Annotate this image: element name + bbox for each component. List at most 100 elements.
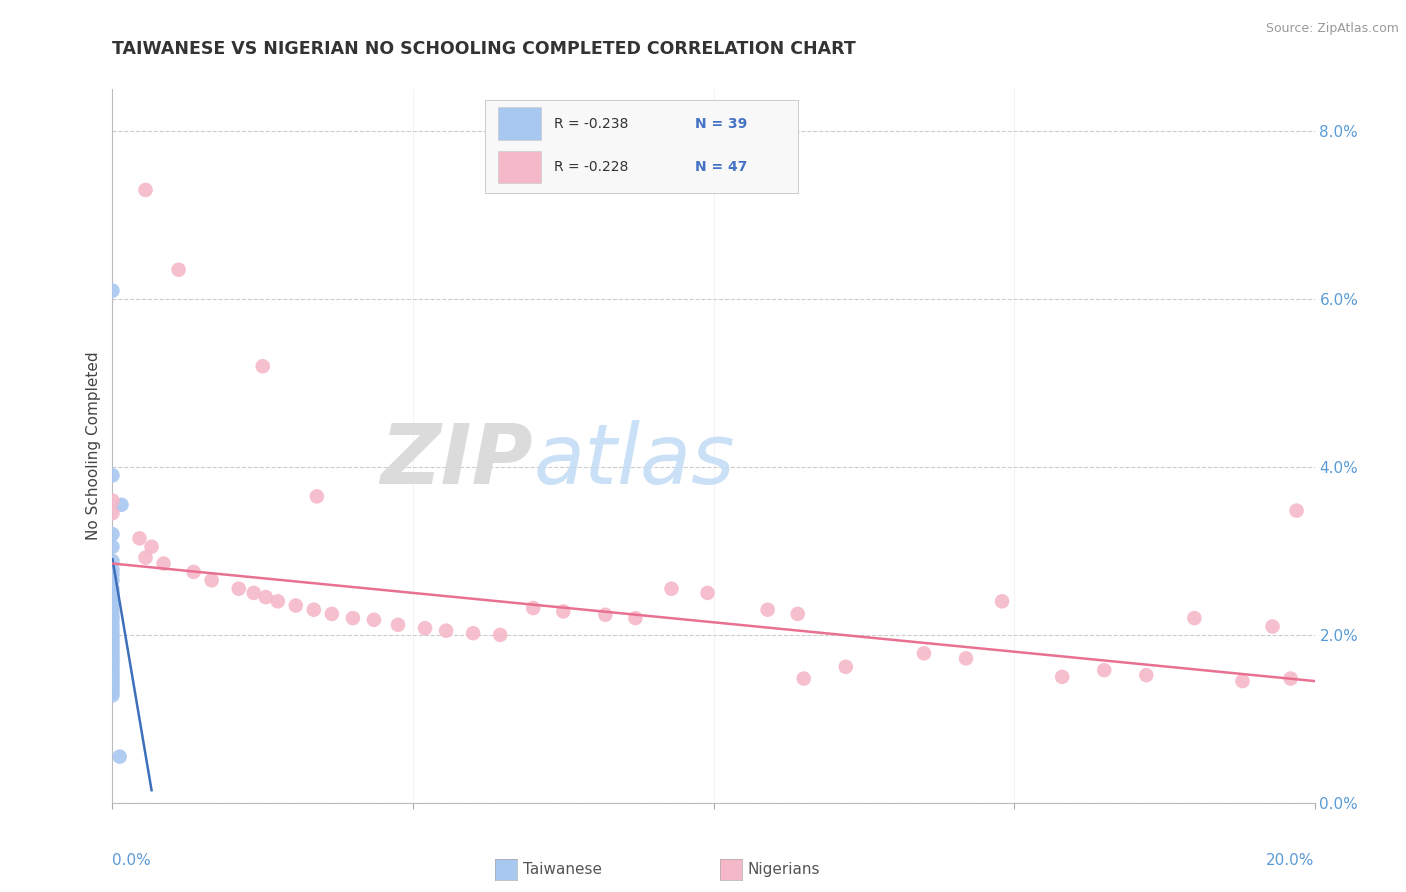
Text: TAIWANESE VS NIGERIAN NO SCHOOLING COMPLETED CORRELATION CHART: TAIWANESE VS NIGERIAN NO SCHOOLING COMPL… [112,40,856,58]
Point [267,594,290,608]
Point [242,586,264,600]
Point [101,689,124,703]
Text: atlas: atlas [533,420,735,500]
Point [101,626,124,640]
Point [321,607,343,621]
Point [553,604,575,618]
Text: Source: ZipAtlas.com: Source: ZipAtlas.com [1265,22,1399,36]
Text: N = 47: N = 47 [695,161,747,174]
Point [387,617,409,632]
Point [101,672,124,686]
Point [342,611,364,625]
Point [128,532,150,546]
Point [101,641,124,656]
Point [786,607,808,621]
Point [135,550,157,565]
Point [252,359,274,374]
Point [1092,663,1115,677]
Point [110,498,132,512]
Point [101,599,124,613]
Text: R = -0.238: R = -0.238 [554,117,628,130]
Point [152,557,174,571]
Text: R = -0.228: R = -0.228 [554,161,628,174]
Point [101,527,124,541]
Point [101,661,124,675]
Point [101,634,124,648]
Point [108,749,131,764]
Point [955,651,977,665]
Point [1261,619,1284,633]
Point [101,284,124,298]
Point [101,604,124,618]
Point [991,594,1014,608]
Point [101,651,124,665]
Point [101,674,124,689]
Point [1050,670,1073,684]
Point [1232,674,1254,689]
Point [101,685,124,699]
Text: 0.0%: 0.0% [112,853,152,868]
Point [305,489,328,503]
Point [141,540,163,554]
Point [434,624,457,638]
Point [254,590,277,604]
Point [101,655,124,669]
Point [413,621,436,635]
Point [624,611,647,625]
Point [489,628,512,642]
FancyBboxPatch shape [498,107,541,140]
Y-axis label: No Schooling Completed: No Schooling Completed [86,351,101,541]
Point [101,493,124,508]
Point [167,262,190,277]
Point [101,574,124,588]
Point [101,617,124,632]
Point [201,574,224,588]
Point [135,183,157,197]
Point [912,646,935,660]
Point [522,601,544,615]
Point [284,599,307,613]
Text: N = 39: N = 39 [695,117,747,130]
Point [101,590,124,604]
Point [835,660,858,674]
Point [1184,611,1206,625]
Point [101,668,124,682]
Text: 20.0%: 20.0% [1267,853,1315,868]
Point [101,648,124,662]
Point [461,626,484,640]
Point [756,603,779,617]
Text: Taiwanese: Taiwanese [523,863,602,877]
Point [101,594,124,608]
Point [101,678,124,692]
Point [101,586,124,600]
Point [101,562,124,576]
Point [595,607,617,622]
Point [101,506,124,520]
Point [363,613,385,627]
Point [101,468,124,483]
Point [302,603,325,617]
Point [101,645,124,659]
Point [101,609,124,624]
Point [696,586,718,600]
Point [101,631,124,645]
Point [228,582,250,596]
Point [101,681,124,696]
Point [101,658,124,673]
Point [1285,503,1308,517]
Point [183,565,205,579]
Point [1279,672,1302,686]
Point [101,567,124,582]
Text: Nigerians: Nigerians [748,863,821,877]
Point [101,540,124,554]
Text: ZIP: ZIP [381,420,533,500]
Point [661,582,683,596]
Point [101,554,124,568]
Point [101,665,124,679]
Point [793,672,815,686]
Point [101,613,124,627]
Point [1135,668,1157,682]
FancyBboxPatch shape [498,151,541,184]
Point [101,638,124,652]
Point [101,622,124,636]
